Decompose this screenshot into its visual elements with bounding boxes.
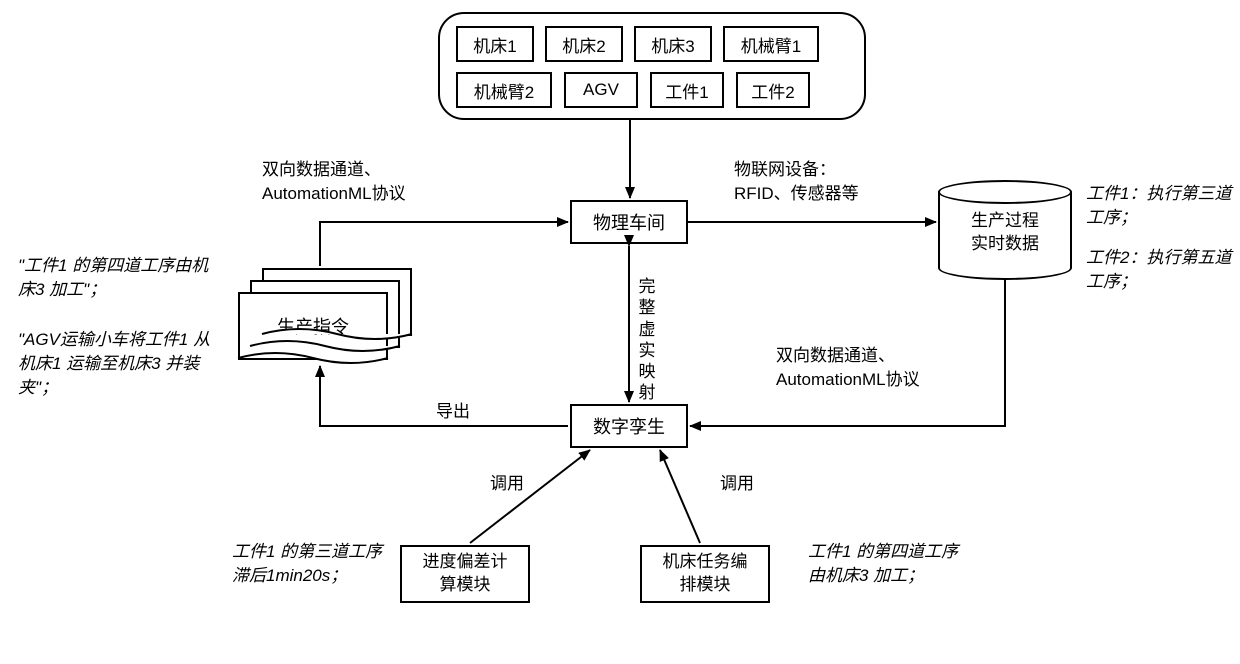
equip-arm1: 机械臂1 [723, 26, 819, 62]
node-deviation-module: 进度偏差计 算模块 [400, 545, 530, 603]
label-workshop-left: 双向数据通道、 AutomationML协议 [262, 158, 406, 206]
node-production-instruction: 生产指令 [238, 268, 418, 362]
equip-machine2: 机床2 [545, 26, 623, 62]
annot-left-bottom: "AGV运输小车将工件1 从机床1 运输至机床3 并装夹"； [18, 328, 218, 399]
annot-bottom-right: 工件1 的第四道工序由机床3 加工； [808, 540, 968, 588]
equip-wp1: 工件1 [650, 72, 724, 108]
annot-right-mid: 工件2：执行第五道工序； [1086, 246, 1232, 294]
equip-arm2: 机械臂2 [456, 72, 552, 108]
node-digital-twin: 数字孪生 [570, 404, 688, 448]
label-mapping: 完整虚实映射 [636, 276, 658, 404]
label-call2: 调用 [720, 472, 754, 496]
equip-machine3: 机床3 [634, 26, 712, 62]
realtime-data-label: 生产过程 实时数据 [971, 210, 1039, 256]
production-instruction-label: 生产指令 [277, 313, 349, 339]
equip-agv: AGV [564, 72, 638, 108]
label-export: 导出 [436, 400, 470, 424]
annot-bottom-left: 工件1 的第三道工序滞后1min20s； [232, 540, 392, 588]
equip-wp2: 工件2 [736, 72, 810, 108]
equipment-container: 机床1 机床2 机床3 机械臂1 机械臂2 AGV 工件1 工件2 [438, 12, 866, 120]
equip-machine1: 机床1 [456, 26, 534, 62]
label-call1: 调用 [490, 472, 524, 496]
node-scheduling-module: 机床任务编 排模块 [640, 545, 770, 603]
node-physical-workshop: 物理车间 [570, 200, 688, 244]
node-realtime-data: 生产过程 实时数据 [938, 180, 1072, 280]
label-data-to-twin: 双向数据通道、 AutomationML协议 [776, 344, 920, 392]
label-workshop-right: 物联网设备： RFID、传感器等 [734, 158, 859, 206]
annot-right-top: 工件1：执行第三道工序； [1086, 182, 1232, 230]
mapping-text: 完整虚实映射 [639, 277, 656, 402]
annot-left-top: "工件1 的第四道工序由机床3 加工"； [18, 254, 218, 302]
